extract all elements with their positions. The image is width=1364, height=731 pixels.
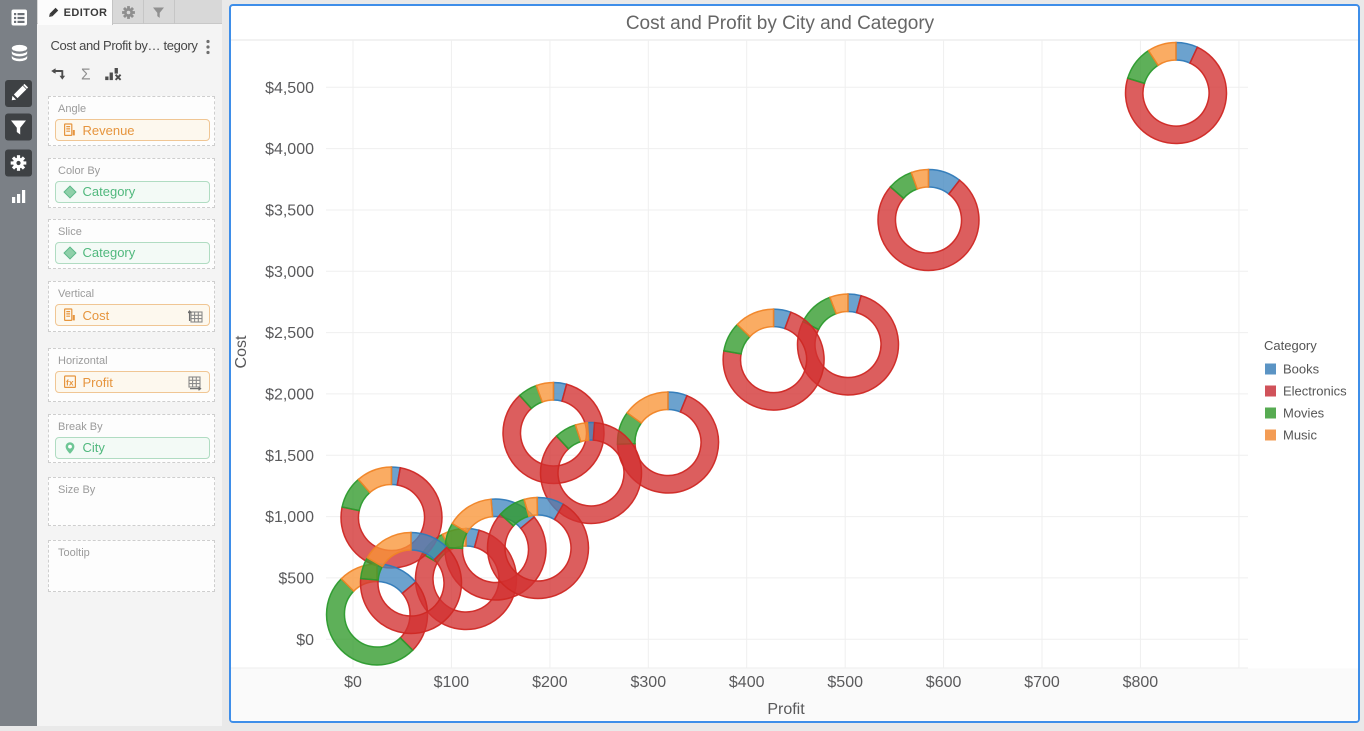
svg-text:$800: $800 xyxy=(1123,674,1159,691)
svg-text:$400: $400 xyxy=(729,674,765,691)
svg-text:$100: $100 xyxy=(434,674,470,691)
svg-text:Movies: Movies xyxy=(1283,406,1325,421)
svg-text:$1,500: $1,500 xyxy=(265,448,314,465)
svg-text:Cost: Cost xyxy=(233,335,250,368)
svg-text:$0: $0 xyxy=(296,632,314,649)
svg-text:$300: $300 xyxy=(631,674,667,691)
svg-text:$700: $700 xyxy=(1024,674,1060,691)
svg-text:$1,000: $1,000 xyxy=(265,509,314,526)
svg-text:$4,000: $4,000 xyxy=(265,141,314,158)
svg-text:Books: Books xyxy=(1283,362,1320,377)
svg-text:$0: $0 xyxy=(344,674,362,691)
svg-text:$3,500: $3,500 xyxy=(265,203,314,220)
svg-text:$500: $500 xyxy=(278,570,314,587)
svg-text:fx: fx xyxy=(66,378,74,388)
svg-text:Music: Music xyxy=(1283,428,1317,443)
svg-text:Electronics: Electronics xyxy=(1283,384,1347,399)
svg-text:$200: $200 xyxy=(532,674,568,691)
svg-text:$600: $600 xyxy=(926,674,962,691)
svg-text:$3,000: $3,000 xyxy=(265,264,314,281)
svg-text:$4,500: $4,500 xyxy=(265,80,314,97)
svg-text:$2,000: $2,000 xyxy=(265,386,314,403)
svg-text:$2,500: $2,500 xyxy=(265,325,314,342)
svg-text:$500: $500 xyxy=(827,674,863,691)
svg-text:Cost and Profit by City and Ca: Cost and Profit by City and Category xyxy=(626,13,935,34)
svg-text:Σ: Σ xyxy=(81,67,91,83)
svg-text:Profit: Profit xyxy=(767,701,805,718)
svg-text:Category: Category xyxy=(1264,338,1317,353)
